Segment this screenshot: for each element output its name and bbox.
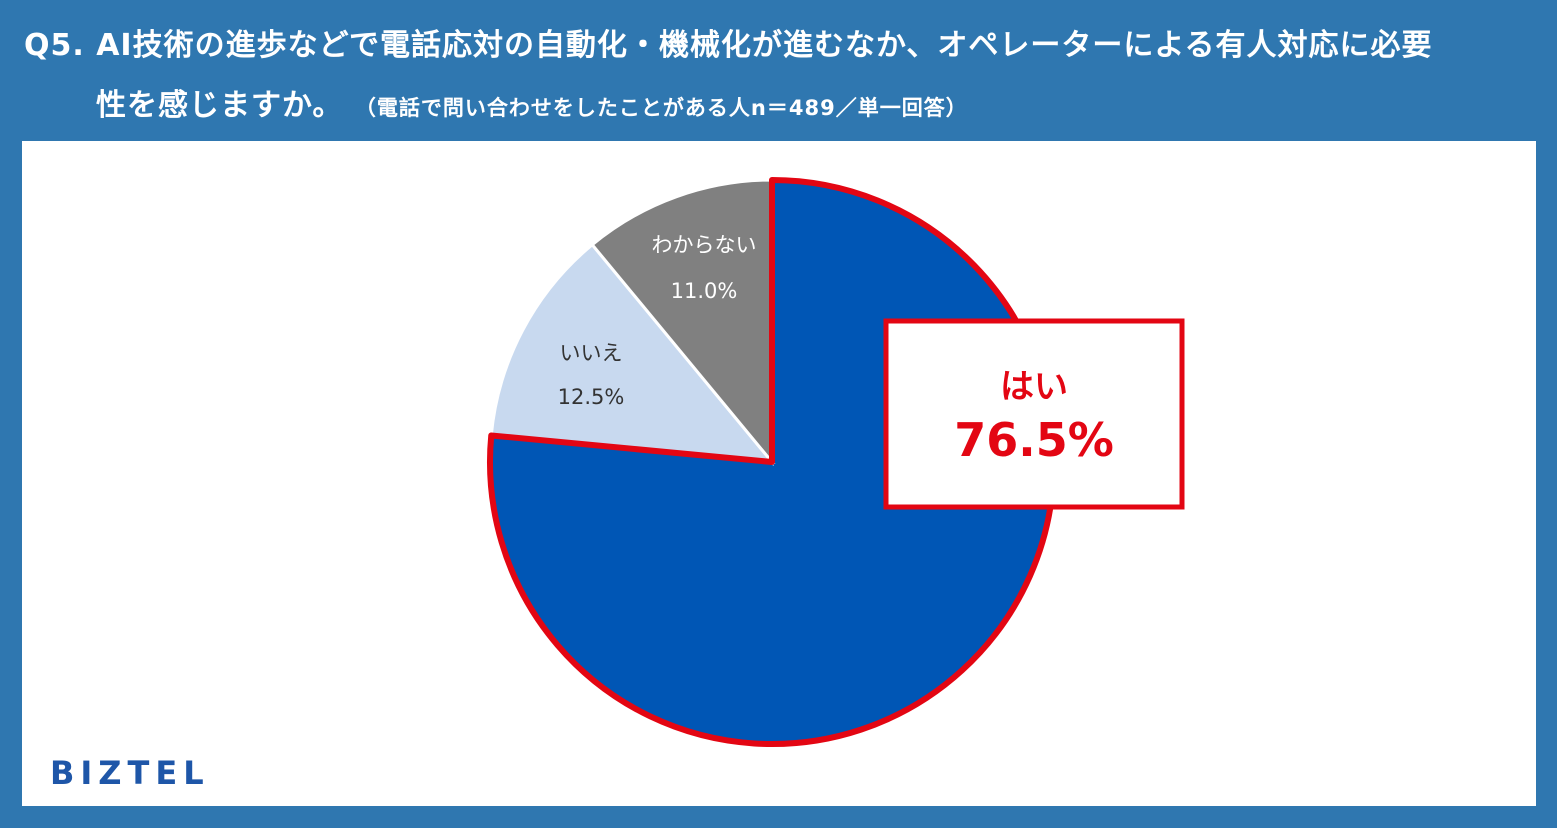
- biztel-logo: BIZTEL: [50, 754, 210, 792]
- chart-title-line1: Q5. AI技術の進歩などで電話応対の自動化・機械化が進むなか、オペレーターによ…: [24, 28, 1433, 63]
- chart-subtitle: （電話で問い合わせをしたことがある人n＝489／単一回答）: [365, 96, 968, 120]
- slice-label-3: わからない: [652, 233, 757, 257]
- chart-title-line2: 性を感じますか。 （電話で問い合わせをしたことがある人n＝489／単一回答）: [96, 80, 968, 124]
- pie-slice-2: [489, 242, 776, 464]
- slice-label-1: はい: [1000, 367, 1068, 407]
- chart-title-line2-text: 性を感じますか。: [96, 88, 344, 123]
- pie-slice-3: [590, 178, 774, 467]
- slice-value-2: 12.5%: [558, 385, 625, 409]
- callout-box: [883, 318, 1185, 510]
- pie-slice-highlight-outline: [487, 177, 1057, 747]
- slice-value-1: 76.5%: [954, 413, 1114, 467]
- slice-value-3: 11.0%: [671, 279, 738, 303]
- slice-label-2: いいえ: [560, 341, 623, 365]
